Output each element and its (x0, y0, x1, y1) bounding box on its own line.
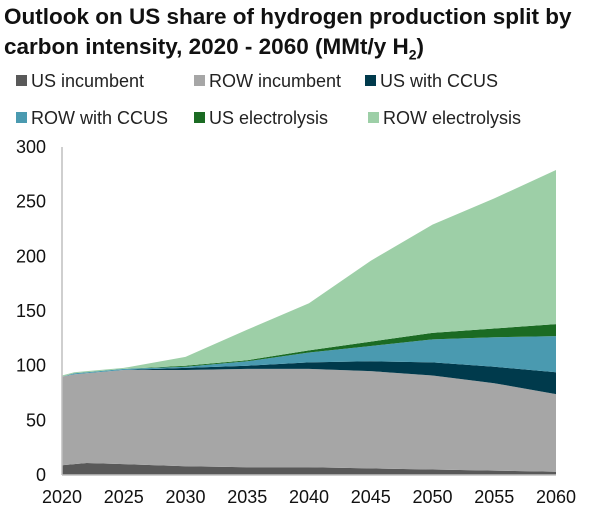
legend-swatch-us-electrolysis (194, 112, 205, 123)
x-tick-label: 2045 (351, 487, 391, 507)
legend-item-us-electrolysis: US electrolysis (194, 107, 328, 129)
legend-item-row-ccus: ROW with CCUS (16, 107, 168, 129)
legend-swatch-row-electrolysis (368, 112, 379, 123)
chart-title-end: ) (416, 34, 425, 59)
y-tick-label: 0 (36, 465, 46, 485)
legend-label: ROW with CCUS (31, 108, 169, 128)
legend-label: ROW incumbent (209, 71, 342, 91)
area-row-with-ccus (62, 336, 556, 377)
chart-title-text: Outlook on US share of hydrogen producti… (4, 4, 572, 59)
legend-item-row-electrolysis: ROW electrolysis (368, 107, 521, 129)
areas-group (62, 170, 556, 475)
y-tick-label: 50 (26, 410, 46, 430)
legend-swatch-row-incumbent (194, 75, 205, 86)
y-tick-label: 250 (16, 192, 46, 212)
legend-label: ROW electrolysis (383, 108, 522, 128)
legend-item-us-ccus: US with CCUS (365, 70, 498, 92)
legend-swatch-row-ccus (16, 112, 27, 123)
y-tick-label: 300 (16, 137, 46, 157)
x-tick-label: 2040 (289, 487, 329, 507)
chart-title: Outlook on US share of hydrogen producti… (4, 2, 602, 70)
x-tick-label: 2050 (412, 487, 452, 507)
y-tick-labels: 0 50 100 150 200 250 300 (16, 137, 46, 485)
x-tick-labels: 2020 2025 2030 2035 2040 2045 2050 2055 2060 (42, 487, 576, 507)
chart-title-subscript: 2 (408, 46, 417, 63)
legend-label: US with CCUS (380, 71, 499, 91)
y-tick-label: 100 (16, 356, 46, 376)
legend-label: US incumbent (31, 71, 145, 91)
area-us-electrolysis (62, 324, 556, 377)
x-tick-label: 2020 (42, 487, 82, 507)
area-row-incumbent (62, 368, 556, 472)
x-tick-label: 2060 (536, 487, 576, 507)
legend: US incumbent ROW incumbent US with CCUS … (0, 70, 602, 134)
x-tick-label: 2035 (227, 487, 267, 507)
area-us-with-ccus (62, 361, 556, 395)
legend-swatch-us-ccus (365, 75, 376, 86)
y-tick-label: 150 (16, 301, 46, 321)
x-tick-label: 2030 (165, 487, 205, 507)
legend-label: US electrolysis (209, 108, 329, 128)
area-us-incumbent (62, 463, 556, 475)
legend-item-us-incumbent: US incumbent (16, 70, 144, 92)
x-tick-label: 2055 (474, 487, 514, 507)
x-tick-label: 2025 (104, 487, 144, 507)
y-tick-label: 200 (16, 246, 46, 266)
area-row-electrolysis (62, 170, 556, 377)
legend-item-row-incumbent: ROW incumbent (194, 70, 341, 92)
legend-swatch-us-incumbent (16, 75, 27, 86)
